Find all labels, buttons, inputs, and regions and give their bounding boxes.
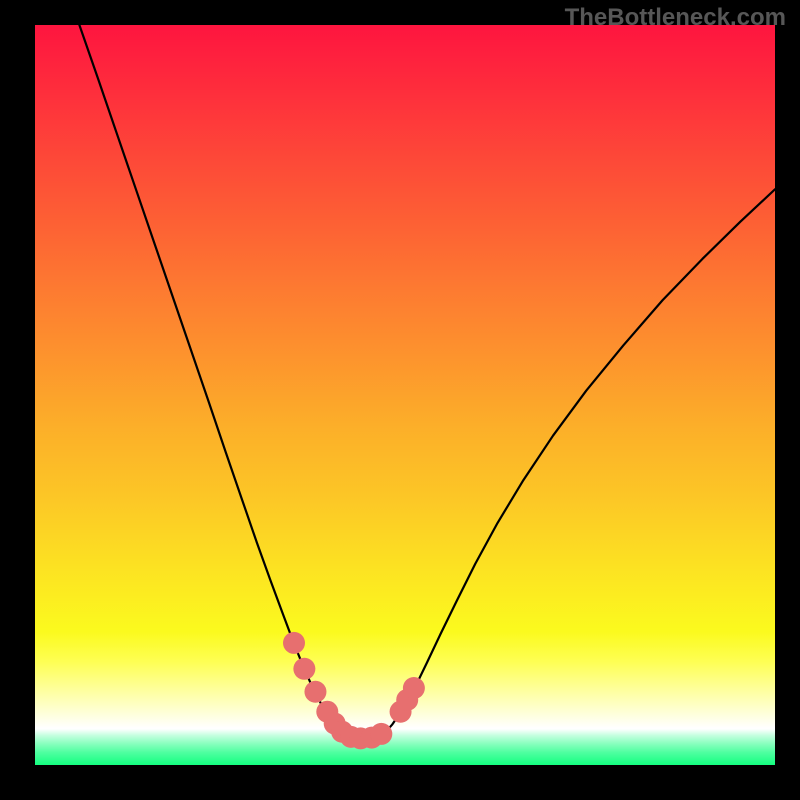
curve-marker <box>403 677 425 699</box>
bottleneck-curve <box>79 25 775 739</box>
curve-marker <box>304 681 326 703</box>
chart-overlay <box>0 0 800 800</box>
curve-marker <box>293 658 315 680</box>
curve-marker <box>283 632 305 654</box>
curve-marker <box>370 723 392 745</box>
watermark-text: TheBottleneck.com <box>565 4 786 32</box>
